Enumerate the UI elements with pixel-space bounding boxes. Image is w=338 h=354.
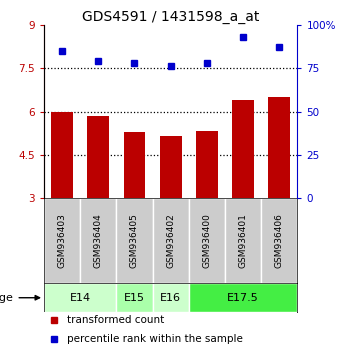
Bar: [225, 198, 261, 283]
Bar: [44, 198, 80, 283]
Text: GSM936400: GSM936400: [202, 213, 211, 268]
Text: percentile rank within the sample: percentile rank within the sample: [67, 334, 243, 344]
Bar: [232, 100, 254, 198]
Text: GSM936401: GSM936401: [239, 213, 248, 268]
Text: GSM936406: GSM936406: [275, 213, 284, 268]
Text: E16: E16: [160, 293, 181, 303]
Bar: [80, 198, 116, 283]
Bar: [160, 136, 182, 198]
Title: GDS4591 / 1431598_a_at: GDS4591 / 1431598_a_at: [82, 10, 259, 24]
Bar: [116, 198, 152, 283]
Bar: [124, 132, 145, 198]
Text: GSM936403: GSM936403: [57, 213, 67, 268]
Text: GSM936402: GSM936402: [166, 213, 175, 268]
Text: GSM936405: GSM936405: [130, 213, 139, 268]
Text: GSM936404: GSM936404: [94, 213, 103, 268]
Bar: [44, 283, 116, 312]
Bar: [88, 116, 109, 198]
Bar: [189, 283, 297, 312]
Bar: [51, 112, 73, 198]
Text: transformed count: transformed count: [67, 315, 164, 325]
Bar: [196, 131, 218, 198]
Text: age: age: [0, 293, 40, 303]
Bar: [116, 283, 152, 312]
Bar: [268, 97, 290, 198]
Bar: [261, 198, 297, 283]
Bar: [152, 283, 189, 312]
Text: E15: E15: [124, 293, 145, 303]
Text: E14: E14: [70, 293, 91, 303]
Bar: [189, 198, 225, 283]
Bar: [152, 198, 189, 283]
Text: E17.5: E17.5: [227, 293, 259, 303]
